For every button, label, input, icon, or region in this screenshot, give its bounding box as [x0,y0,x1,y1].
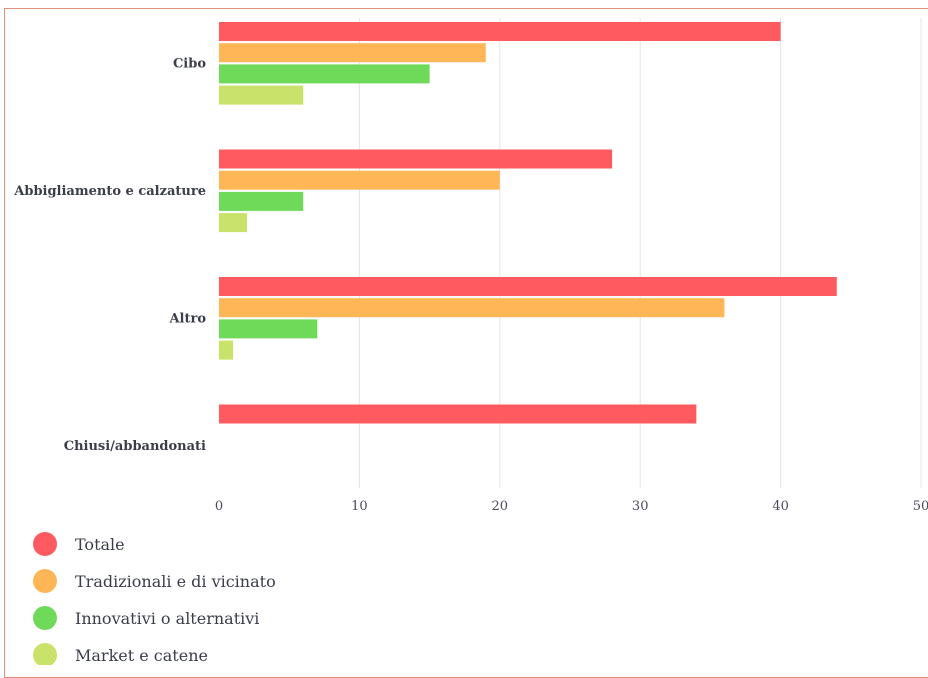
category-label: Altro [168,311,206,326]
legend-swatch-icon [33,569,57,593]
bar-2-0 [219,277,837,296]
bar-0-0 [219,22,781,41]
bar-1-3 [219,213,248,233]
x-tick-label: 40 [772,499,789,514]
bar-3-0 [219,404,697,424]
legend-swatch-icon [33,606,57,630]
legend-label: Totale [75,535,125,554]
bar-2-2 [219,319,318,339]
category-label: Chiusi/abbandonati [64,439,206,454]
legend-label: Market e catene [75,646,208,665]
category-label: Cibo [173,56,206,71]
legend-label: Tradizionali e di vicinato [75,572,276,591]
bar-1-1 [219,170,500,190]
x-tick-label: 50 [913,499,928,514]
x-tick-label: 30 [632,499,649,514]
bar-0-1 [219,43,486,63]
legend-swatch-icon [33,643,57,665]
x-tick-label: 10 [351,499,368,514]
bar-1-2 [219,191,304,211]
legend-swatch-icon [33,532,57,556]
x-tick-label: 20 [492,499,509,514]
bar-1-0 [219,149,613,169]
legend-label: Innovativi o alternativi [75,609,259,628]
category-label: Abbigliamento e calzature [13,184,206,199]
bar-2-3 [219,340,234,360]
bar-0-2 [219,64,430,84]
x-tick-label: 0 [215,499,223,514]
bar-2-1 [219,298,725,318]
bar-0-3 [219,85,304,105]
